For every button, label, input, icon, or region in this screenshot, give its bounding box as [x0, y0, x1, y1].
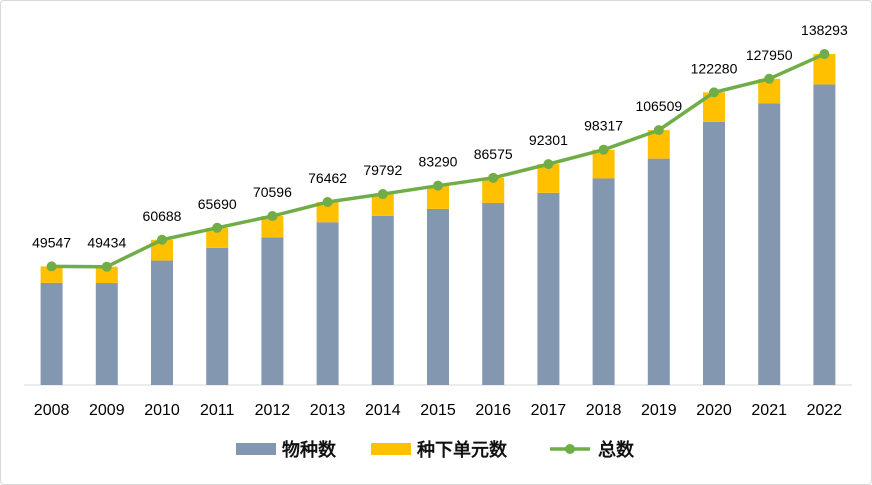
bar-species-2017: [537, 192, 560, 385]
bar-infraspecific-2022: [813, 54, 836, 85]
bar-species-2011: [206, 247, 229, 385]
bar-species-2019: [647, 158, 670, 385]
bar-infraspecific-2019: [647, 130, 670, 159]
data-label-total-2011: 65690: [198, 196, 237, 212]
data-label-total-2021: 127950: [746, 47, 793, 63]
bar-infraspecific-2016: [482, 177, 505, 203]
bar-infraspecific-2012: [261, 216, 284, 238]
x-tick-label-2022: 2022: [807, 402, 843, 419]
x-tick-label-2019: 2019: [641, 402, 677, 419]
legend-label-infraspecific: 种下单元数: [416, 439, 508, 461]
total-point-2012: [267, 211, 278, 222]
x-tick-label-2020: 2020: [696, 402, 732, 419]
data-label-total-2014: 79792: [363, 162, 402, 178]
total-line-group: [46, 49, 830, 272]
bar-species-2012: [261, 237, 284, 385]
bar-infraspecific-2017: [537, 164, 560, 193]
data-label-total-2008: 49547: [32, 234, 71, 250]
bar-species-2022: [813, 84, 836, 385]
x-tick-label-2014: 2014: [365, 402, 401, 419]
total-point-2009: [101, 261, 112, 272]
bar-infraspecific-2009: [95, 266, 118, 284]
bar-species-2016: [482, 202, 505, 385]
data-label-total-2016: 86575: [474, 146, 513, 162]
x-tick-label-2008: 2008: [34, 402, 70, 419]
bar-infraspecific-2008: [40, 266, 63, 283]
bar-infraspecific-2021: [758, 78, 781, 104]
total-point-2021: [764, 73, 775, 84]
data-label-total-2010: 60688: [143, 208, 182, 224]
x-tick-label-2010: 2010: [144, 402, 180, 419]
x-tick-label-2009: 2009: [89, 402, 125, 419]
total-point-2022: [819, 49, 830, 60]
bar-species-2009: [95, 283, 118, 385]
total-point-2011: [212, 222, 223, 233]
legend-marker-total: [565, 444, 575, 454]
legend-label-total: 总数: [598, 439, 635, 461]
x-tick-label-2017: 2017: [531, 402, 567, 419]
x-tick-label-2018: 2018: [586, 402, 622, 419]
bar-infraspecific-2011: [206, 227, 229, 248]
data-label-total-2020: 122280: [691, 60, 738, 76]
data-label-total-2017: 92301: [529, 132, 568, 148]
data-label-total-2009: 49434: [87, 235, 126, 251]
bar-infraspecific-2013: [316, 202, 339, 223]
data-label-total-2022: 138293: [801, 22, 848, 38]
legend-swatch-species: [236, 443, 276, 455]
bar-species-2015: [427, 208, 449, 385]
total-point-2018: [598, 144, 609, 155]
total-point-2014: [377, 189, 388, 200]
legend-label-species: 物种数: [282, 439, 337, 461]
data-label-total-2012: 70596: [253, 184, 292, 200]
data-label-total-2018: 98317: [584, 118, 623, 134]
total-point-2013: [322, 197, 333, 208]
x-tick-label-2015: 2015: [420, 402, 456, 419]
data-labels-group: 49547 49434 60688 65690 70596 76462 79792 83290…: [32, 22, 848, 251]
bars-group: [40, 54, 836, 386]
bar-species-2021: [758, 103, 781, 385]
bar-species-2010: [151, 260, 173, 385]
total-point-2008: [46, 261, 57, 272]
total-point-2010: [157, 234, 167, 245]
x-tick-label-2013: 2013: [310, 402, 346, 419]
total-point-2020: [709, 87, 719, 98]
bar-infraspecific-2014: [371, 194, 394, 216]
legend-swatch-infraspecific: [371, 443, 411, 455]
bar-infraspecific-2018: [592, 149, 615, 179]
bar-species-2018: [592, 178, 615, 385]
legend: 物种数 种下单元数 总数: [236, 439, 635, 461]
data-label-total-2013: 76462: [308, 170, 347, 186]
bar-infraspecific-2010: [151, 239, 173, 261]
bar-species-2020: [703, 121, 725, 386]
bar-infraspecific-2015: [427, 185, 449, 209]
bar-species-2014: [371, 215, 394, 385]
total-point-2019: [653, 125, 664, 136]
x-tick-label-2021: 2021: [751, 402, 787, 419]
total-point-2017: [543, 159, 554, 170]
x-tick-label-2016: 2016: [475, 402, 511, 419]
x-tick-labels-group: 2008 2009 2010 2011 2012 2013 2014 2015 2016 2017…: [34, 402, 842, 419]
data-label-total-2015: 83290: [419, 154, 458, 170]
x-tick-label-2011: 2011: [200, 402, 235, 419]
bar-infraspecific-2020: [703, 92, 725, 122]
data-label-total-2019: 106509: [635, 98, 682, 114]
bar-species-2013: [316, 222, 339, 385]
total-point-2016: [488, 172, 499, 183]
bar-species-2008: [40, 282, 63, 385]
x-tick-label-2012: 2012: [255, 402, 291, 419]
total-point-2015: [433, 180, 443, 191]
